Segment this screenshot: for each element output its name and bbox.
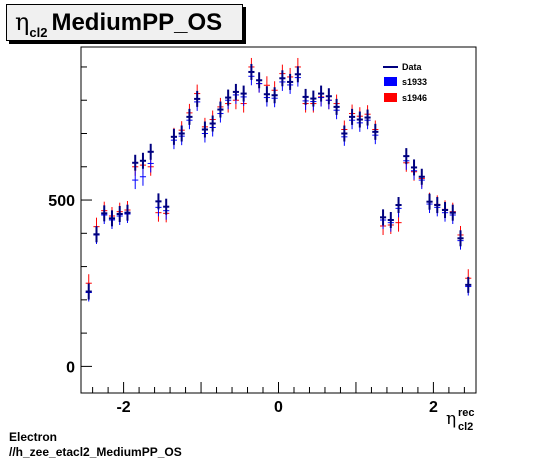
data-marker [457,230,464,247]
data-marker [240,85,247,102]
data-marker [410,159,418,176]
legend-s1946-swatch [384,93,397,102]
data-marker [341,125,348,142]
data-marker [155,193,162,210]
s1933-marker [139,167,147,186]
data-marker [101,205,108,222]
histogram-title: ηcl2 MediumPP_OS [15,8,223,40]
footer-histogram-path: //h_zee_etacl2_MediumPP_OS [9,445,182,459]
data-marker [333,98,340,115]
data-marker [85,283,92,300]
y-tick-label: 500 [48,193,75,210]
title-box: ηcl2 MediumPP_OS [6,4,243,41]
data-marker [248,63,255,80]
axis-ticks [81,66,465,393]
data-marker [209,115,216,132]
data-marker [217,101,224,118]
data-marker [116,206,123,223]
tick-labels: -2 0 2 0 500 [48,193,438,416]
data-marker [364,109,371,126]
legend: Data s1933 s1946 [383,62,427,103]
title-subscript: cl2 [29,25,48,40]
data-marker [256,72,263,89]
data-marker [318,85,325,102]
y-tick-label: 0 [66,359,75,376]
data-marker [124,204,131,221]
data-marker [387,212,394,228]
data-marker [147,143,154,160]
legend-s1933-label: s1933 [402,77,427,87]
data-marker [186,108,193,125]
data-marker [163,198,170,215]
data-marker [170,128,178,145]
data-marker [426,193,433,210]
data-marker [418,168,425,185]
x-axis-title-symbol: η [446,409,456,429]
data-marker [263,86,270,103]
data-marker [287,73,294,90]
legend-data-label: Data [402,62,423,72]
footer-particle-label: Electron [9,430,58,444]
data-marker [395,197,402,214]
data-marker [349,108,356,125]
data-marker [194,90,201,107]
data-marker [232,83,239,100]
data-marker [441,202,449,219]
title-eta-symbol: η [15,8,30,36]
data-marker [225,89,232,106]
legend-s1933-swatch [384,77,397,86]
data-marker [465,276,472,293]
data-marker [201,121,208,138]
x-tick-label: 2 [429,399,438,416]
s1933-marker [132,171,139,190]
x-axis-title-subscript: cl2 [458,421,473,433]
data-markers [85,57,472,302]
data-marker [356,111,363,128]
data-marker [271,87,278,104]
x-axis-title-superscript: rec [458,407,475,419]
data-marker [434,197,441,214]
data-marker [403,148,410,165]
title-label: MediumPP_OS [51,9,223,36]
legend-s1946-label: s1946 [402,93,427,103]
x-tick-label: -2 [116,399,130,416]
data-marker [108,210,116,227]
data-marker [372,123,379,140]
data-marker [279,70,286,87]
data-marker [325,88,332,105]
x-tick-label: 0 [274,399,283,416]
data-marker [132,154,139,171]
data-marker [294,66,301,83]
data-marker [310,90,317,107]
data-marker [178,125,185,142]
data-marker [139,152,147,169]
data-marker [93,226,100,243]
data-marker [449,204,456,221]
data-marker [302,88,309,105]
data-marker [379,209,387,226]
x-axis-title: η rec cl2 [446,407,475,433]
